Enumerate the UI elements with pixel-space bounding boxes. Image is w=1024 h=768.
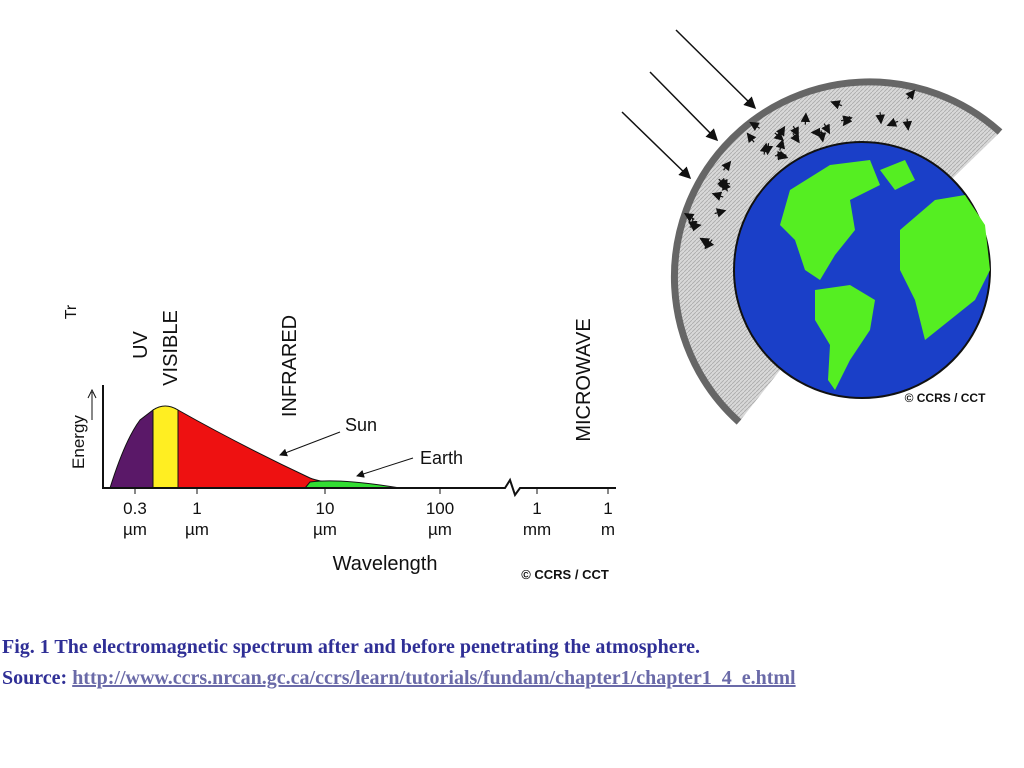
y-axis-label: Energy (69, 415, 88, 469)
credit: © CCRS / CCT (905, 391, 987, 405)
atmosphere-edge (670, 78, 1003, 425)
scattered-ray (721, 160, 732, 172)
figure: Tr Energy UV VISIBLE INFRARED MICROWAVE … (63, 29, 1003, 582)
earth-illustration: © CCRS / CCT (621, 29, 1003, 425)
scattered-ray (699, 237, 711, 247)
band-label: MICROWAVE (573, 318, 595, 441)
caption-source: Source: http://www.ccrs.nrcan.gc.ca/ccrs… (2, 667, 796, 690)
visible-area (152, 405, 179, 489)
tick-value: 1 (192, 499, 201, 518)
scattered-ray (886, 117, 899, 127)
sun-pointer (279, 431, 341, 457)
energy-arrow (87, 388, 97, 420)
land (815, 285, 875, 390)
uv-area (109, 408, 154, 489)
scattered-ray (821, 123, 831, 135)
scattered-ray (711, 191, 724, 201)
band-label: VISIBLE (160, 310, 182, 386)
ray (621, 111, 692, 180)
tick-value: 1 (603, 499, 612, 518)
scattered-ray (790, 132, 800, 144)
scattered-ray (746, 132, 757, 144)
source-label: Source: (2, 667, 68, 689)
atmosphere (674, 81, 1000, 422)
band-label: UV (130, 330, 152, 358)
land (900, 195, 990, 340)
x-axis (103, 477, 616, 498)
scattered-ray (840, 115, 853, 125)
land (880, 160, 915, 190)
scattered-ray (775, 125, 786, 137)
scattered-ray (902, 118, 913, 131)
x-axis-label: Wavelength (333, 553, 438, 575)
tick-value: 0.3 (123, 499, 147, 518)
curve-label: Earth (420, 448, 463, 468)
scattered-ray (749, 121, 760, 131)
tick-value: 10 (316, 499, 335, 518)
tick-value: 100 (426, 499, 454, 518)
tick-value: 1 (532, 499, 541, 518)
cropped-label: Tr (63, 304, 80, 319)
tick-unit: µm (123, 520, 147, 539)
scattered-ray (830, 100, 842, 110)
source-link[interactable]: http://www.ccrs.nrcan.gc.ca/ccrs/learn/t… (72, 667, 796, 689)
scattered-ray (800, 112, 811, 125)
band-label: INFRARED (279, 315, 301, 417)
tick-unit: µm (428, 520, 452, 539)
scattered-ray (875, 112, 886, 125)
tick-unit: µm (185, 520, 209, 539)
scattered-ray (775, 138, 786, 151)
ray (675, 29, 757, 110)
tick-unit: mm (523, 520, 551, 539)
scattered-ray (722, 180, 731, 192)
scattered-ray (816, 130, 827, 143)
scattered-ray (683, 212, 695, 223)
scattered-ray (714, 208, 727, 218)
tick-unit: m (601, 520, 615, 539)
scattered-ray (774, 150, 788, 161)
scattered-ray (763, 143, 774, 156)
caption-title: Fig. 1 The electromagnetic spectrum afte… (2, 636, 701, 658)
spectrum-diagram: Tr Energy UV VISIBLE INFRARED MICROWAVE … (63, 304, 616, 582)
scattered-ray (687, 218, 698, 231)
credit: © CCRS / CCT (521, 567, 609, 582)
scattered-ray (905, 89, 916, 100)
land (780, 160, 880, 280)
tick-unit: µm (313, 520, 337, 539)
curve-label: Sun (345, 415, 377, 435)
earth-pointer (356, 457, 414, 478)
ray (649, 71, 719, 142)
earth-area (303, 480, 401, 489)
